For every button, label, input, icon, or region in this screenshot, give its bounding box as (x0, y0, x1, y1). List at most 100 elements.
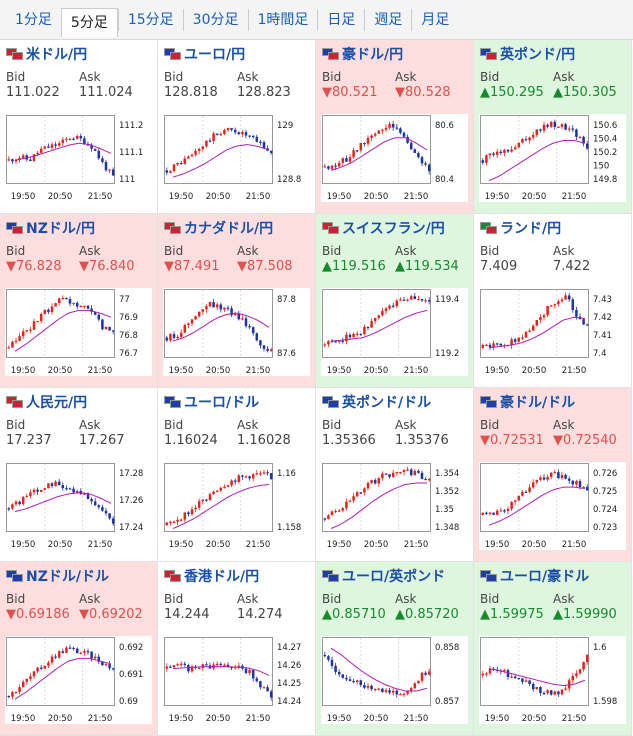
candle-body (571, 128, 575, 130)
pair-label: 英ポンド/ドル (342, 395, 432, 411)
candle-body (43, 309, 47, 314)
rate-card[interactable]: ユーロ/英ポンド Bid Ask ▲0.85710 ▲0.85720 0.858 0.857… (316, 562, 474, 736)
candle-body (262, 687, 266, 689)
pair-name[interactable]: 英ポンド/ドル (322, 392, 468, 412)
rate-card[interactable]: 人民元/円 Bid Ask 17.237 17.267 17.28 17.26 17.24 19… (0, 388, 158, 562)
candle-body (251, 135, 255, 138)
candle-body (251, 670, 255, 679)
price-chart[interactable]: 119.4 119.2 19:50 20:50 21:50 (321, 288, 468, 376)
tab-4[interactable]: 30分足 (182, 8, 248, 31)
pair-name[interactable]: ユーロ/豪ドル (480, 566, 626, 586)
y-tick-label: 1.348 (435, 523, 459, 533)
y-tick-label: 1.16 (277, 469, 296, 479)
candle-body (90, 651, 93, 659)
price-chart[interactable]: 7.43 7.42 7.41 7.4 19:50 20:50 21:50 (479, 288, 626, 376)
tab-2[interactable]: 5分足 (60, 8, 118, 37)
pair-name[interactable]: 人民元/円 (6, 392, 152, 412)
y-tick-label: 17.26 (119, 496, 143, 506)
price-chart[interactable]: 0.858 0.857 19:50 20:50 21:50 (321, 636, 468, 724)
price-chart[interactable]: 111.2 111.1 111 19:50 20:50 21:50 (5, 114, 152, 202)
pair-name[interactable]: スイスフラン/円 (322, 218, 468, 238)
candle-body (219, 487, 223, 491)
rate-card[interactable]: ユーロ/豪ドル Bid Ask ▲1.59975 ▲1.59990 1.6 1.598 19:… (474, 562, 632, 736)
pair-name[interactable]: カナダドル/円 (164, 218, 310, 238)
price-chart[interactable]: 14.27 14.26 14.25 14.24 19:50 20:50 21:50 (163, 636, 310, 724)
pair-name[interactable]: ランド/円 (480, 218, 626, 238)
chart-svg: 87.8 87.6 19:50 20:50 21:50 (163, 288, 310, 376)
candle-body (575, 673, 578, 676)
rate-card[interactable]: 米ドル/円 Bid Ask 111.022 111.024 111.2 111.1 111 19… (0, 40, 158, 214)
pair-name[interactable]: 米ドル/円 (6, 44, 152, 64)
tab-8[interactable]: 月足 (411, 8, 458, 31)
pair-name[interactable]: 豪ドル/円 (322, 44, 468, 64)
candle-body (495, 151, 499, 155)
ask-label: Ask (237, 70, 259, 84)
tab-7[interactable]: 週足 (364, 8, 411, 31)
candle-body (564, 474, 567, 479)
bid-label: Bid (322, 418, 342, 432)
pair-name[interactable]: ユーロ/ドル (164, 392, 310, 412)
candle-body (237, 132, 241, 135)
rate-card[interactable]: カナダドル/円 Bid Ask ▼87.491 ▼87.508 87.8 87.6 19:50… (158, 214, 316, 388)
tab-5[interactable]: 1時間足 (247, 8, 318, 31)
x-tick-label: 20:50 (48, 714, 73, 724)
rate-card[interactable]: 豪ドル/ドル Bid Ask ▼0.72531 ▼0.72540 0.726 0.725 0.… (474, 388, 632, 562)
price-chart[interactable]: 129 128.8 19:50 20:50 21:50 (163, 114, 310, 202)
pair-name[interactable]: 香港ドル/円 (164, 566, 310, 586)
candle-body (499, 343, 503, 346)
currency-flag-icon (480, 570, 498, 582)
price-chart[interactable]: 0.692 0.691 0.69 19:50 20:50 21:50 (5, 636, 152, 724)
pair-name[interactable]: 英ポンド/円 (480, 44, 626, 64)
price-chart[interactable]: 80.6 80.4 19:50 20:50 21:50 (321, 114, 468, 202)
candle-body (395, 472, 399, 474)
rate-card[interactable]: スイスフラン/円 Bid Ask ▲119.516 ▲119.534 119.4 119.2… (316, 214, 474, 388)
rate-card[interactable]: NZドル/ドル Bid Ask ▼0.69186 ▼0.69202 0.692 0.691 0… (0, 562, 158, 736)
tab-3[interactable]: 15分足 (117, 8, 183, 31)
candle-body (233, 129, 237, 133)
currency-flag-icon (480, 396, 498, 408)
pair-name[interactable]: NZドル/ドル (6, 566, 152, 586)
rate-card[interactable]: NZドル/円 Bid Ask ▼76.828 ▼76.840 77 76.9 76.8 76.7… (0, 214, 158, 388)
rate-card[interactable]: 豪ドル/円 Bid Ask ▼80.521 ▼80.528 80.6 80.4 19:50 20… (316, 40, 474, 214)
candle-body (187, 323, 190, 326)
x-tick-label: 19:50 (485, 366, 510, 376)
bid-value: ▼0.72531 (480, 433, 544, 448)
pair-name[interactable]: 豪ドル/ドル (480, 392, 626, 412)
bid-value: ▲119.516 (322, 259, 386, 274)
rate-card[interactable]: 香港ドル/円 Bid Ask 14.244 14.274 14.27 14.26 14.25 1… (158, 562, 316, 736)
rate-card[interactable]: ランド/円 Bid Ask 7.409 7.422 7.43 7.42 7.41 7.4 19:5… (474, 214, 632, 388)
price-chart[interactable]: 1.16 1.158 19:50 20:50 21:50 (163, 462, 310, 550)
plot-frame (322, 289, 431, 358)
rate-card[interactable]: ユーロ/円 Bid Ask 128.818 128.823 129 128.8 19:50 20… (158, 40, 316, 214)
price-chart[interactable]: 1.6 1.598 19:50 20:50 21:50 (479, 636, 626, 724)
price-chart[interactable]: 77 76.9 76.8 76.7 19:50 20:50 21:50 (5, 288, 152, 376)
price-chart[interactable]: 1.354 1.352 1.35 1.348 19:50 20:50 21:50 (321, 462, 468, 550)
price-chart[interactable]: 150.6 150.4 150.2 150 149.8 19:50 20:50 21:50 (479, 114, 626, 202)
ask-label: Ask (395, 70, 417, 84)
candle-body (205, 499, 208, 501)
tab-1[interactable]: 1分足 (15, 11, 52, 28)
x-tick-label: 20:50 (522, 366, 547, 376)
rate-card[interactable]: 英ポンド/ドル Bid Ask 1.35366 1.35376 1.354 1.352 1.3… (316, 388, 474, 562)
moving-average-line (488, 668, 586, 687)
candle-body (424, 300, 427, 302)
price-labels: Bid Ask (6, 592, 152, 606)
x-tick-label: 19:50 (327, 714, 352, 724)
x-tick-label: 20:50 (48, 366, 73, 376)
candle-body (528, 680, 531, 685)
rate-card[interactable]: 英ポンド/円 Bid Ask ▲150.295 ▲150.305 150.6 150.4 15… (474, 40, 632, 214)
price-chart[interactable]: 17.28 17.26 17.24 19:50 20:50 21:50 (5, 462, 152, 550)
candle-body (11, 504, 14, 509)
pair-name[interactable]: ユーロ/英ポンド (322, 566, 468, 586)
price-chart[interactable]: 87.8 87.6 19:50 20:50 21:50 (163, 288, 310, 376)
rate-card[interactable]: ユーロ/ドル Bid Ask 1.16024 1.16028 1.16 1.158 19:50… (158, 388, 316, 562)
candle-body (334, 665, 337, 672)
price-chart[interactable]: 0.726 0.725 0.724 0.723 19:50 20:50 21:50 (479, 462, 626, 550)
pair-name[interactable]: ユーロ/円 (164, 44, 310, 64)
x-tick-label: 20:50 (364, 192, 389, 202)
tab-6[interactable]: 日足 (317, 8, 364, 31)
pair-name[interactable]: NZドル/円 (6, 218, 152, 238)
candle-body (68, 488, 72, 490)
candle-body (542, 124, 546, 131)
candle-body (510, 149, 513, 152)
